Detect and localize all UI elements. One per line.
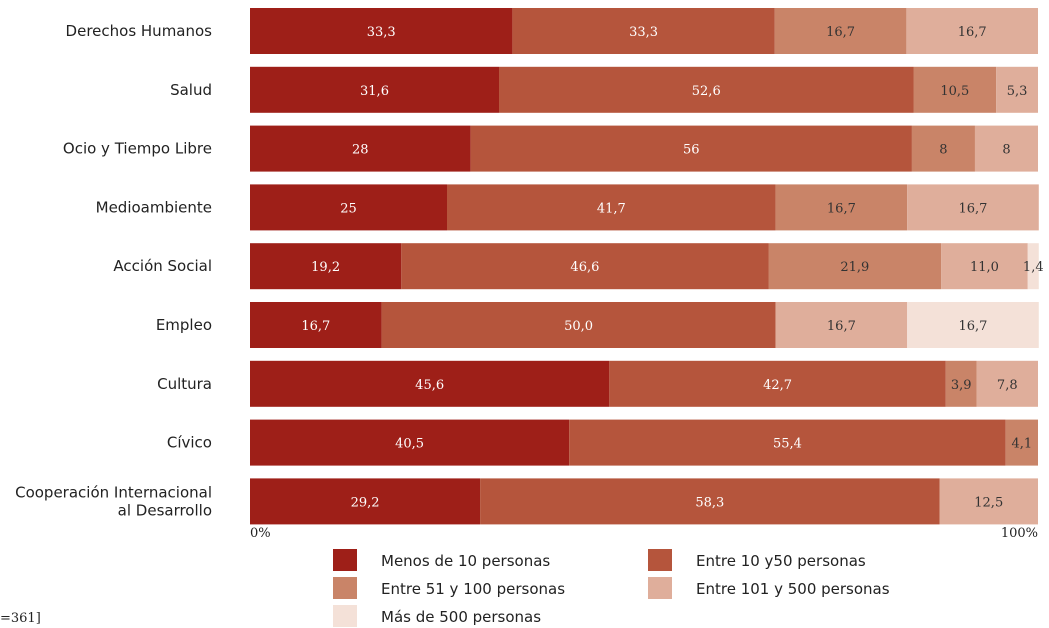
bar-segment [250, 8, 513, 54]
bar-value-label: 11,0 [970, 260, 999, 275]
bar-value-label: 16,7 [959, 201, 988, 216]
bar-value-label: 45,6 [415, 378, 444, 393]
bar-value-label: 21,9 [840, 260, 869, 275]
category-labels: Derechos Humanos Salud Ocio y Tiempo Libre… [15, 22, 212, 519]
bar-segment [913, 66, 997, 113]
bar-value-label: 16,7 [301, 319, 330, 334]
bar-value-label: 41,7 [597, 201, 626, 216]
bar-segment [250, 302, 382, 348]
category-label: Ocio y Tiempo Libre [63, 140, 212, 158]
bar-segment [996, 66, 1038, 113]
bar-segment [774, 8, 907, 54]
legend-label: Entre 10 y50 personas [696, 552, 866, 570]
bar-value-label: 25 [340, 201, 357, 216]
bar-value-label: 28 [352, 143, 369, 158]
bar-segment [906, 8, 1038, 54]
bar-value-label: 50,0 [564, 319, 593, 334]
bar-segment [480, 478, 940, 525]
legend: Menos de 10 personas Entre 10 y50 persona… [333, 549, 890, 627]
legend-label: Más de 500 personas [381, 608, 541, 626]
bar-value-label: 55,4 [773, 437, 802, 452]
bar-value-label: 33,3 [629, 25, 658, 40]
bar-segment [939, 478, 1038, 525]
bar-segment [768, 243, 942, 290]
category-label: Salud [170, 81, 212, 99]
x-tick-label: 100% [1001, 526, 1038, 541]
legend-label: Menos de 10 personas [381, 552, 550, 570]
bar-segment [470, 125, 912, 172]
bar-segment [775, 302, 908, 348]
bar-segment [1027, 243, 1039, 290]
bar-value-label: 3,9 [951, 378, 972, 393]
bar-segment [447, 184, 776, 231]
bar-value-label: 31,6 [360, 84, 389, 99]
bar-segment [609, 360, 946, 407]
bar-segment [250, 478, 481, 525]
bar-value-label: 16,7 [959, 319, 988, 334]
category-label: Empleo [156, 316, 212, 334]
bar-segment [250, 184, 447, 231]
bar-value-label: 40,5 [395, 437, 424, 452]
bar-segment [401, 243, 769, 290]
x-axis: 0% 100% [250, 526, 1038, 541]
footnote-text: =361] [0, 611, 41, 626]
bars: 33,3 33,3 16,7 16,7 31,6 52,6 10,5 5,3 28 56 8 8 25 4… [250, 8, 1044, 525]
bar-value-label: 16,7 [827, 319, 856, 334]
category-label: Cooperación Internacional al Desarrollo [15, 483, 212, 519]
legend-label: Entre 51 y 100 personas [381, 580, 565, 598]
bar-segment [941, 243, 1028, 290]
bar-segment [907, 184, 1039, 231]
bar-value-label: 29,2 [351, 495, 380, 510]
bar-segment [250, 66, 500, 113]
category-label: Cívico [167, 434, 212, 452]
bar-segment [1005, 419, 1038, 466]
bar-segment [250, 243, 402, 290]
bar-value-label: 46,6 [570, 260, 599, 275]
bar-value-label: 8 [1002, 143, 1010, 158]
bar-segment [911, 125, 975, 172]
bar-segment [250, 360, 610, 407]
legend-label: Entre 101 y 500 personas [696, 580, 890, 598]
bar-segment [499, 66, 914, 113]
bar-segment [907, 302, 1039, 348]
legend-swatch [648, 577, 672, 599]
legend-swatch [333, 549, 357, 571]
category-label: Cultura [157, 375, 212, 393]
legend-swatch [333, 605, 357, 627]
bar-value-label: 5,3 [1007, 84, 1028, 99]
bar-segment [381, 302, 776, 348]
bar-value-label: 56 [683, 143, 700, 158]
bar-value-label: 4,1 [1012, 437, 1033, 452]
bar-value-label: 16,7 [826, 25, 855, 40]
legend-swatch [648, 549, 672, 571]
bar-value-label: 16,7 [827, 201, 856, 216]
bar-value-label: 58,3 [695, 495, 724, 510]
category-label: Medioambiente [96, 198, 212, 216]
bar-value-label: 52,6 [692, 84, 721, 99]
bar-segment [945, 360, 977, 407]
bar-segment [250, 125, 471, 172]
x-tick-label: 0% [250, 526, 271, 541]
bar-value-label: 1,4 [1023, 260, 1044, 275]
bar-segment [569, 419, 1006, 466]
category-label: Acción Social [113, 257, 212, 275]
bar-segment [250, 419, 570, 466]
bar-value-label: 10,5 [940, 84, 969, 99]
bar-value-label: 12,5 [974, 495, 1003, 510]
category-label: Derechos Humanos [66, 22, 213, 40]
bar-value-label: 42,7 [763, 378, 792, 393]
bar-segment [976, 360, 1038, 407]
bar-segment [512, 8, 775, 54]
bar-value-label: 33,3 [367, 25, 396, 40]
bar-value-label: 19,2 [311, 260, 340, 275]
bar-segment [974, 125, 1038, 172]
bar-segment [775, 184, 908, 231]
bar-value-label: 16,7 [958, 25, 987, 40]
bar-value-label: 7,8 [997, 378, 1018, 393]
legend-swatch [333, 577, 357, 599]
bar-value-label: 8 [939, 143, 947, 158]
